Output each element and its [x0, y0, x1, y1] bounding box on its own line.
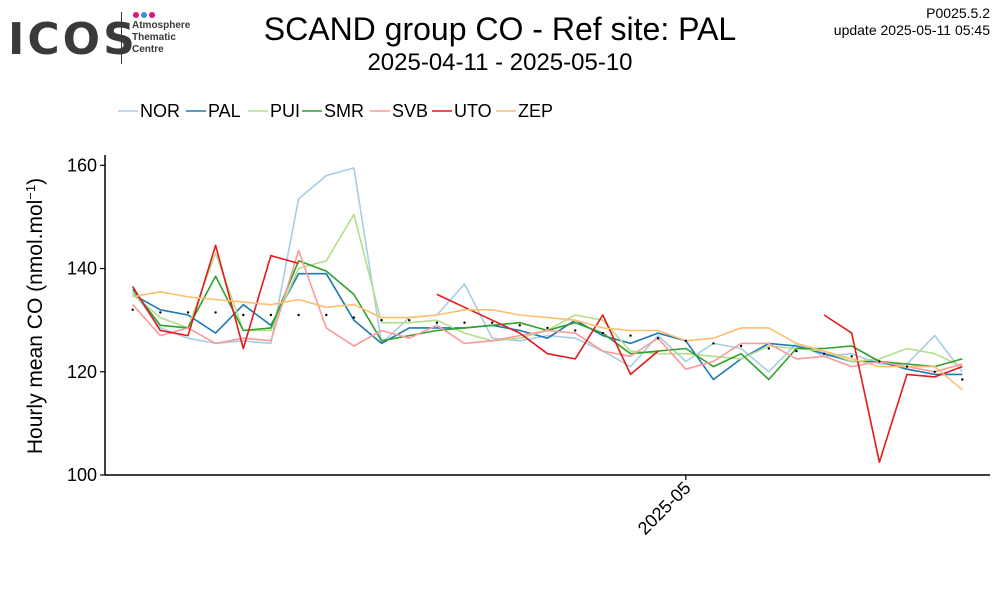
logo-sub-line: Thematic	[132, 32, 176, 43]
reference-point	[574, 329, 577, 332]
reference-points	[131, 308, 964, 381]
reference-point	[905, 365, 909, 368]
series-line-pui	[132, 213, 963, 368]
y-axis-title: Hourly mean CO (nmol.mol−1)	[23, 178, 48, 454]
reference-point	[767, 347, 770, 350]
series-line-nor	[132, 167, 963, 373]
reference-point	[214, 311, 217, 314]
legend-label: UTO	[454, 101, 492, 121]
series-svb	[132, 249, 963, 373]
plot-area	[131, 167, 964, 463]
y-tick-label: 160	[67, 155, 97, 175]
legend-label: ZEP	[518, 101, 553, 121]
reference-point	[601, 331, 604, 335]
reference-point	[380, 319, 383, 322]
series-zep	[132, 290, 963, 391]
reference-point	[629, 334, 632, 337]
reference-point	[961, 378, 964, 381]
chart-title: SCAND group CO - Ref site: PAL	[263, 11, 737, 47]
legend-label: SVB	[392, 101, 428, 121]
reference-point	[850, 355, 853, 358]
legend-item-svb: SVB	[370, 101, 428, 121]
reference-point	[712, 342, 715, 345]
series-line-pal	[132, 272, 963, 381]
logo-subtitle: Atmosphere Thematic Centre	[132, 20, 190, 56]
reference-point	[269, 313, 273, 317]
logo-divider	[121, 12, 122, 64]
series-pui	[132, 213, 963, 368]
y-tick-label: 100	[67, 465, 97, 485]
logo-wordmark: ICOS	[8, 14, 138, 65]
legend-item-smr: SMR	[302, 101, 364, 121]
reference-point	[933, 370, 936, 373]
reference-point	[518, 324, 521, 327]
series-pal	[132, 272, 963, 381]
chart-legend: NOR PAL PUI SMR SVB UTO ZEP	[118, 101, 553, 121]
reference-point	[408, 319, 411, 322]
reference-point	[684, 339, 687, 342]
series-line-uto	[823, 314, 963, 463]
chart-subtitle: 2025-04-11 - 2025-05-10	[367, 49, 633, 76]
icos-logo: ICOS Atmosphere Thematic Centre	[8, 10, 208, 66]
reference-point	[546, 326, 549, 330]
logo-dots-icon	[133, 12, 155, 18]
logo-sub-line: Centre	[132, 44, 164, 55]
series-line-svb	[132, 249, 963, 373]
series-uto	[132, 244, 963, 463]
series-line-zep	[132, 290, 963, 391]
reference-point	[186, 311, 190, 314]
reference-point	[491, 321, 494, 324]
version-label: P0025.5.2	[926, 5, 990, 21]
reference-point	[325, 313, 328, 317]
y-axis-title-main: Hourly mean CO (nmol.mol	[24, 200, 47, 454]
reference-point	[159, 311, 162, 314]
legend-item-pui: PUI	[248, 101, 300, 121]
reference-point	[297, 313, 300, 317]
reference-point	[795, 349, 798, 353]
y-axis-title-end: )	[24, 178, 47, 185]
legend-item-pal: PAL	[186, 101, 241, 121]
x-tick-label: 2025-05	[634, 478, 695, 539]
y-tick-label: 120	[67, 362, 97, 382]
legend-label: PUI	[270, 101, 300, 121]
series-line-uto	[436, 293, 659, 376]
legend-label: PAL	[208, 101, 241, 121]
legend-item-nor: NOR	[118, 101, 180, 121]
series-line-uto	[132, 244, 299, 350]
reference-point	[352, 316, 356, 319]
logo-sub-line: Atmosphere	[132, 20, 191, 31]
legend-item-zep: ZEP	[496, 101, 553, 121]
legend-label: NOR	[140, 101, 180, 121]
update-timestamp: update 2025-05-11 05:45	[833, 22, 990, 38]
y-axis-title-sup: −1	[23, 185, 38, 200]
reference-point	[242, 313, 245, 317]
legend-label: SMR	[324, 101, 364, 121]
y-tick-label: 140	[67, 259, 97, 279]
reference-point	[463, 321, 466, 324]
reference-point	[656, 337, 660, 340]
reference-point	[435, 321, 439, 324]
legend-item-uto: UTO	[432, 101, 492, 121]
reference-point	[822, 352, 826, 355]
series-nor	[132, 167, 963, 373]
reference-point	[878, 360, 881, 363]
reference-point	[739, 344, 743, 348]
reference-point	[131, 308, 134, 311]
